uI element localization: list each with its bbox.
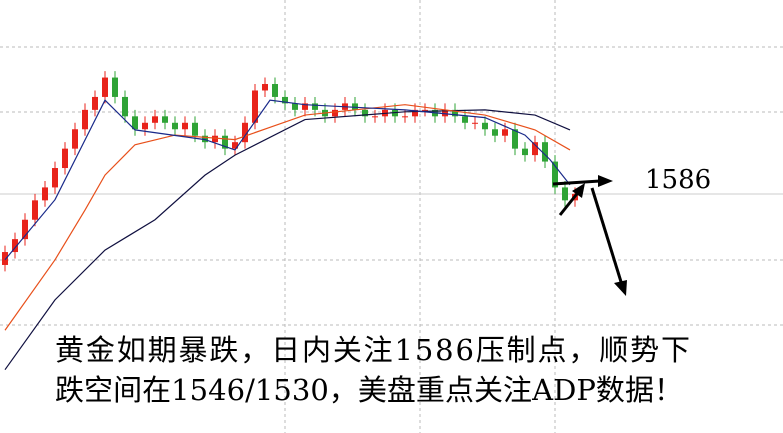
candle-body <box>12 239 18 253</box>
candle-body <box>402 116 408 118</box>
candle-body <box>192 122 198 136</box>
candle-body <box>132 116 138 130</box>
candle-body <box>272 84 278 97</box>
level-arrowhead <box>598 174 613 187</box>
candle-body <box>62 148 68 169</box>
candle-body <box>372 116 378 118</box>
candle-body <box>302 103 308 110</box>
candle-body <box>472 122 478 124</box>
moving-average <box>4 104 571 331</box>
candle-body <box>2 252 8 265</box>
candle-body <box>492 129 498 136</box>
candle-body <box>262 84 268 91</box>
candle-body <box>212 135 218 143</box>
candle-body <box>292 103 298 110</box>
candle-body <box>362 109 368 117</box>
arrows <box>558 183 627 296</box>
moving-average <box>4 109 571 371</box>
candle-body <box>522 148 528 156</box>
candle-body <box>82 109 88 130</box>
candle-body <box>142 122 148 130</box>
candle-body <box>542 142 548 162</box>
candle-body <box>412 109 418 117</box>
candle-body <box>422 109 428 111</box>
candle-body <box>102 77 108 97</box>
candle-body <box>122 96 128 117</box>
candle-body <box>222 135 228 149</box>
candle-body <box>92 96 98 110</box>
candle-body <box>332 109 338 117</box>
caption-line: 黄金如期暴跌，日内关注1586压制点，顺势下 <box>55 333 690 367</box>
candle-body <box>502 129 508 136</box>
candle-body <box>442 109 448 117</box>
candle-body <box>22 219 28 240</box>
candle-body <box>312 103 318 110</box>
candle-body <box>512 129 518 149</box>
candle-body <box>112 77 118 97</box>
candle-body <box>152 116 158 123</box>
candle-body <box>462 116 468 123</box>
caption-line: 跌空间在1546/1530，美盘重点关注ADP数据！ <box>55 373 683 407</box>
candle-body <box>482 122 488 130</box>
candle-body <box>202 135 208 143</box>
candle-body <box>282 96 288 104</box>
candle-body <box>552 161 558 188</box>
candle-body <box>32 200 38 220</box>
candle-body <box>452 109 458 117</box>
candle-body <box>252 90 258 123</box>
candle-body <box>352 103 358 110</box>
candle-body <box>562 187 568 201</box>
candle-body <box>532 142 538 156</box>
candle-body <box>162 116 168 123</box>
candle-body <box>172 122 178 130</box>
moving-average <box>4 99 571 261</box>
candle-body <box>52 168 58 188</box>
candle-body <box>42 187 48 201</box>
level-label: 1586 <box>645 165 711 195</box>
candle-body <box>232 142 238 149</box>
level-arrow <box>552 179 601 186</box>
candle-body <box>72 129 78 149</box>
candle-body <box>242 122 248 143</box>
candle-body <box>182 122 188 130</box>
